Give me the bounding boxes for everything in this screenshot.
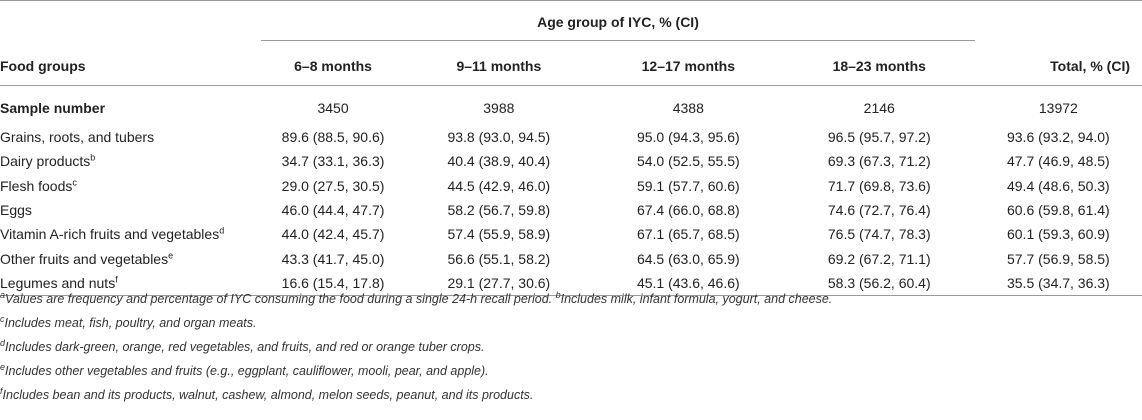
col-header-12-17: 12–17 months <box>641 58 735 74</box>
row-value: 57.4 (55.9, 58.9) <box>447 226 551 243</box>
age-group-header: Age group of IYC, % (CI) <box>261 14 975 41</box>
food-groups-table: Age group of IYC, % (CI) Food groups 6–8… <box>0 0 1142 297</box>
row-value: 96.5 (95.7, 97.2) <box>827 129 931 146</box>
row-label: Eggs <box>0 202 32 219</box>
row-label: Legumes and nutsf <box>0 270 262 297</box>
sample-value: 3450 <box>317 99 349 116</box>
row-label: Vitamin A-rich fruits and vegetablesd <box>0 225 225 243</box>
row-value: 76.5 (74.7, 78.3) <box>827 226 931 243</box>
row-value: 69.2 (67.2, 71.1) <box>827 250 931 267</box>
row-value: 74.6 (72.7, 76.4) <box>827 202 931 219</box>
footnote-c: cIncludes meat, fish, poultry, and organ… <box>0 313 257 330</box>
row-value: 57.7 (56.9, 58.5) <box>1006 250 1110 267</box>
row-value: 35.5 (34.7, 36.3) <box>974 270 1142 297</box>
sample-value: 4388 <box>672 99 704 116</box>
row-value: 49.4 (48.6, 50.3) <box>1006 177 1110 194</box>
col-header-18-23: 18–23 months <box>832 58 926 74</box>
row-value: 58.2 (56.7, 59.8) <box>447 202 551 219</box>
row-value: 60.1 (59.3, 60.9) <box>1006 226 1110 243</box>
table-row: Eggs 46.0 (44.4, 47.7) 58.2 (56.7, 59.8) 67… <box>0 198 1142 222</box>
row-value: 93.8 (93.0, 94.5) <box>447 129 551 146</box>
row-value: 54.0 (52.5, 55.5) <box>636 153 740 170</box>
row-value: 56.6 (55.1, 58.2) <box>447 250 551 267</box>
table-row: Flesh foodsc 29.0 (27.5, 30.5) 44.5 (42.9,… <box>0 174 1142 198</box>
col-header-total: Total, % (CI) <box>1050 58 1130 74</box>
table-row: Vitamin A-rich fruits and vegetablesd 44.… <box>0 222 1142 246</box>
col-header-9-11: 9–11 months <box>456 58 542 74</box>
row-value: 16.6 (15.4, 17.8) <box>261 270 405 297</box>
sample-value: 3988 <box>483 99 515 116</box>
col-header-6-8: 6–8 months <box>294 58 372 74</box>
row-label: Other fruits and vegetablese <box>0 249 174 267</box>
table-row: Other fruits and vegetablese 43.3 (41.7, … <box>0 246 1142 270</box>
row-value: 29.0 (27.5, 30.5) <box>281 177 385 194</box>
row-value: 95.0 (94.3, 95.6) <box>636 129 740 146</box>
row-label: Grains, roots, and tubers <box>0 129 155 146</box>
sample-value: 13972 <box>1038 99 1078 116</box>
header-row-columns: Food groups 6–8 months 9–11 months 12–17… <box>0 47 1142 86</box>
sample-row: Sample number 3450 3988 4388 2146 13972 <box>0 85 1142 126</box>
table-row: Dairy productsb 34.7 (33.1, 36.3) 40.4 (38… <box>0 149 1142 173</box>
row-value: 47.7 (46.9, 48.5) <box>1006 153 1110 170</box>
row-value: 46.0 (44.4, 47.7) <box>281 202 385 219</box>
row-label: Flesh foodsc <box>0 177 77 194</box>
row-value: 60.6 (59.8, 61.4) <box>1006 202 1110 219</box>
row-value: 59.1 (57.7, 60.6) <box>636 177 740 194</box>
row-value: 58.3 (56.2, 60.4) <box>783 270 975 297</box>
row-value: 93.6 (93.2, 94.0) <box>1006 129 1110 146</box>
sample-value: 2146 <box>863 99 895 116</box>
footnote-d: dIncludes dark-green, orange, red vegeta… <box>0 337 485 354</box>
row-value: 44.5 (42.9, 46.0) <box>447 177 551 194</box>
col-header-food-groups: Food groups <box>0 58 86 74</box>
row-value: 71.7 (69.8, 73.6) <box>827 177 931 194</box>
row-value: 34.7 (33.1, 36.3) <box>281 153 385 170</box>
row-value: 67.1 (65.7, 68.5) <box>636 226 740 243</box>
sample-label: Sample number <box>0 99 106 116</box>
row-value: 40.4 (38.9, 40.4) <box>447 153 551 170</box>
table-row: Legumes and nutsf 16.6 (15.4, 17.8) 29.1 (… <box>0 270 1142 297</box>
footnote-a: aValues are frequency and percentage of … <box>0 289 833 306</box>
table-body: Sample number 3450 3988 4388 2146 13972 … <box>0 85 1142 297</box>
row-value: 44.0 (42.4, 45.7) <box>281 226 385 243</box>
footnote-f: fIncludes bean and its products, walnut,… <box>0 385 534 402</box>
row-value: 29.1 (27.7, 30.6) <box>404 270 593 297</box>
row-value: 64.5 (63.0, 65.9) <box>636 250 740 267</box>
table-row: Grains, roots, and tubers 89.6 (88.5, 90.… <box>0 125 1142 149</box>
row-value: 89.6 (88.5, 90.6) <box>281 129 385 146</box>
row-value: 45.1 (43.6, 46.6) <box>592 270 784 297</box>
footnote-e: eIncludes other vegetables and fruits (e… <box>0 361 489 378</box>
row-label: Dairy productsb <box>0 152 96 170</box>
row-value: 69.3 (67.3, 71.2) <box>827 153 931 170</box>
row-value: 43.3 (41.7, 45.0) <box>281 250 385 267</box>
row-value: 67.4 (66.0, 68.8) <box>636 202 740 219</box>
header-row-group: Age group of IYC, % (CI) <box>0 0 1142 48</box>
